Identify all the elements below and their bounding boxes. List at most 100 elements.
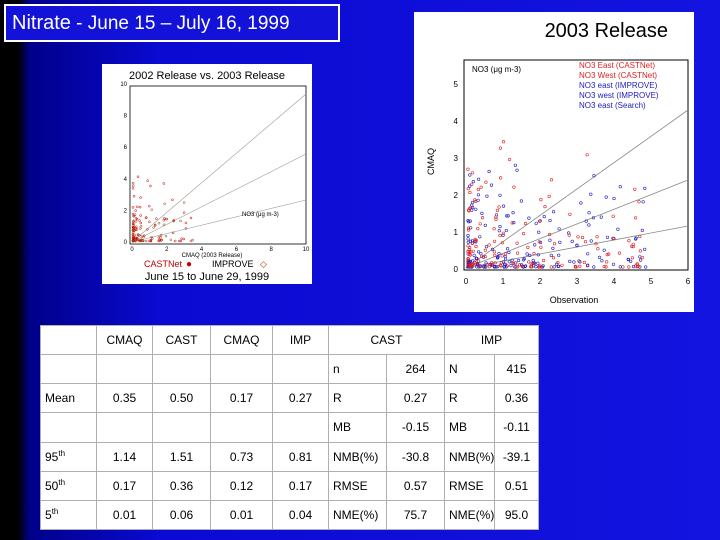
scatter-point <box>551 256 556 260</box>
scatter-point <box>552 265 556 269</box>
scatter-point <box>553 242 557 246</box>
scatter-point <box>476 250 481 254</box>
x-axis-label: Observation <box>550 295 599 305</box>
stat-name-cast: MB <box>328 412 387 443</box>
scatter-point <box>512 221 516 225</box>
scatter-point <box>131 181 135 185</box>
x-tick-label: 4 <box>612 277 617 286</box>
scatter-point <box>139 224 143 228</box>
scatter-point <box>472 253 476 257</box>
scatter-point <box>165 217 168 221</box>
scatter-point <box>494 265 498 269</box>
scatter-point <box>153 224 157 227</box>
scatter-point <box>539 198 543 202</box>
scatter-point <box>483 223 487 227</box>
scatter-point <box>132 239 135 243</box>
scatter-point <box>584 219 588 223</box>
scatter-point <box>513 265 517 269</box>
scatter-point <box>483 255 487 259</box>
scatter-point <box>640 228 644 232</box>
x-tick-label: 2 <box>538 277 543 286</box>
legend-item-1: NO3 West (CASTNet) <box>579 71 657 80</box>
scatter-point <box>476 177 481 181</box>
scatter-point <box>484 245 489 249</box>
scatter-point <box>139 239 142 243</box>
scatter-point <box>498 176 503 180</box>
scatter-point <box>534 265 538 269</box>
scatter-point <box>542 258 546 263</box>
value-cell <box>272 354 329 385</box>
scatter-point <box>537 240 541 244</box>
scatter-point <box>467 252 472 256</box>
scatter-point <box>531 258 535 262</box>
scatter-point <box>503 257 508 261</box>
scatter-point <box>536 253 540 257</box>
castnet-marker-icon: ● <box>186 259 192 270</box>
header-cell: CAST <box>327 324 446 356</box>
scatter-point <box>607 252 611 256</box>
scatter-point <box>131 187 135 190</box>
scatter-point <box>487 243 491 247</box>
scatter-point <box>594 242 598 246</box>
scatter-point <box>629 259 633 263</box>
scatter-point <box>515 168 519 172</box>
row-label-text: Mean <box>45 391 76 406</box>
scatter-point <box>172 218 176 222</box>
scatter-point <box>521 265 526 269</box>
scatter-point <box>131 231 135 234</box>
scatter-point <box>591 216 595 220</box>
scatter-point <box>539 265 543 269</box>
scatter-point <box>575 243 579 247</box>
scatter-point <box>497 252 501 256</box>
scatter-point <box>466 187 470 191</box>
scatter-point <box>140 235 144 238</box>
scatter-point <box>139 227 142 230</box>
row-label-suffix: th <box>58 478 66 488</box>
scatter-point <box>480 216 485 220</box>
scatter-point <box>507 250 511 255</box>
comparison-title: 2002 Release vs. 2003 Release <box>129 70 285 82</box>
scatter-point <box>634 236 638 240</box>
scatter-point <box>587 223 591 227</box>
scatter-point <box>135 228 139 231</box>
scatter-point <box>528 253 532 257</box>
date-range: June 15 to June 29, 1999 <box>145 271 269 283</box>
scatter-panel-2003 <box>414 12 694 312</box>
scatter-point <box>568 259 572 263</box>
header-cell: IMP <box>444 324 540 356</box>
scatter-point <box>136 233 140 237</box>
scatter-point <box>596 247 600 251</box>
scatter-point <box>589 239 593 243</box>
scatter-point <box>543 205 547 209</box>
scatter-point <box>148 239 151 243</box>
scatter-point <box>131 225 135 229</box>
scatter-point <box>478 222 482 226</box>
scatter-point <box>498 263 503 267</box>
x-tick-label: 0 <box>130 247 134 253</box>
y-axis-label: CMAQ <box>426 148 436 175</box>
slide-title: Nitrate - June 15 – July 16, 1999 <box>4 4 340 42</box>
scatter-point <box>466 244 470 248</box>
scatter-point <box>634 264 638 268</box>
y-tick-label: 2 <box>454 191 459 200</box>
scatter-point <box>511 211 515 215</box>
value-cell: 0.17 <box>272 470 329 501</box>
scatter-point <box>179 239 183 243</box>
stat-value-imp: 0.36 <box>494 383 540 414</box>
value-cell: 1.14 <box>96 441 153 472</box>
scatter-point <box>536 261 540 265</box>
scatter-point <box>184 221 188 225</box>
stat-value-imp: 415 <box>494 354 540 385</box>
scatter-point <box>529 265 533 269</box>
stat-name-imp: R <box>444 383 496 414</box>
scatter-point <box>506 214 510 218</box>
scatter-point <box>182 211 186 214</box>
value-cell <box>210 354 273 385</box>
row-label-text: 95 <box>45 450 59 465</box>
scatter-point <box>133 233 136 237</box>
scatter-point <box>498 193 502 197</box>
scatter-point <box>469 250 473 254</box>
stat-name-imp: RMSE <box>444 470 496 501</box>
scatter-point <box>492 264 496 269</box>
stat-name-imp: NMB(%) <box>444 441 496 472</box>
